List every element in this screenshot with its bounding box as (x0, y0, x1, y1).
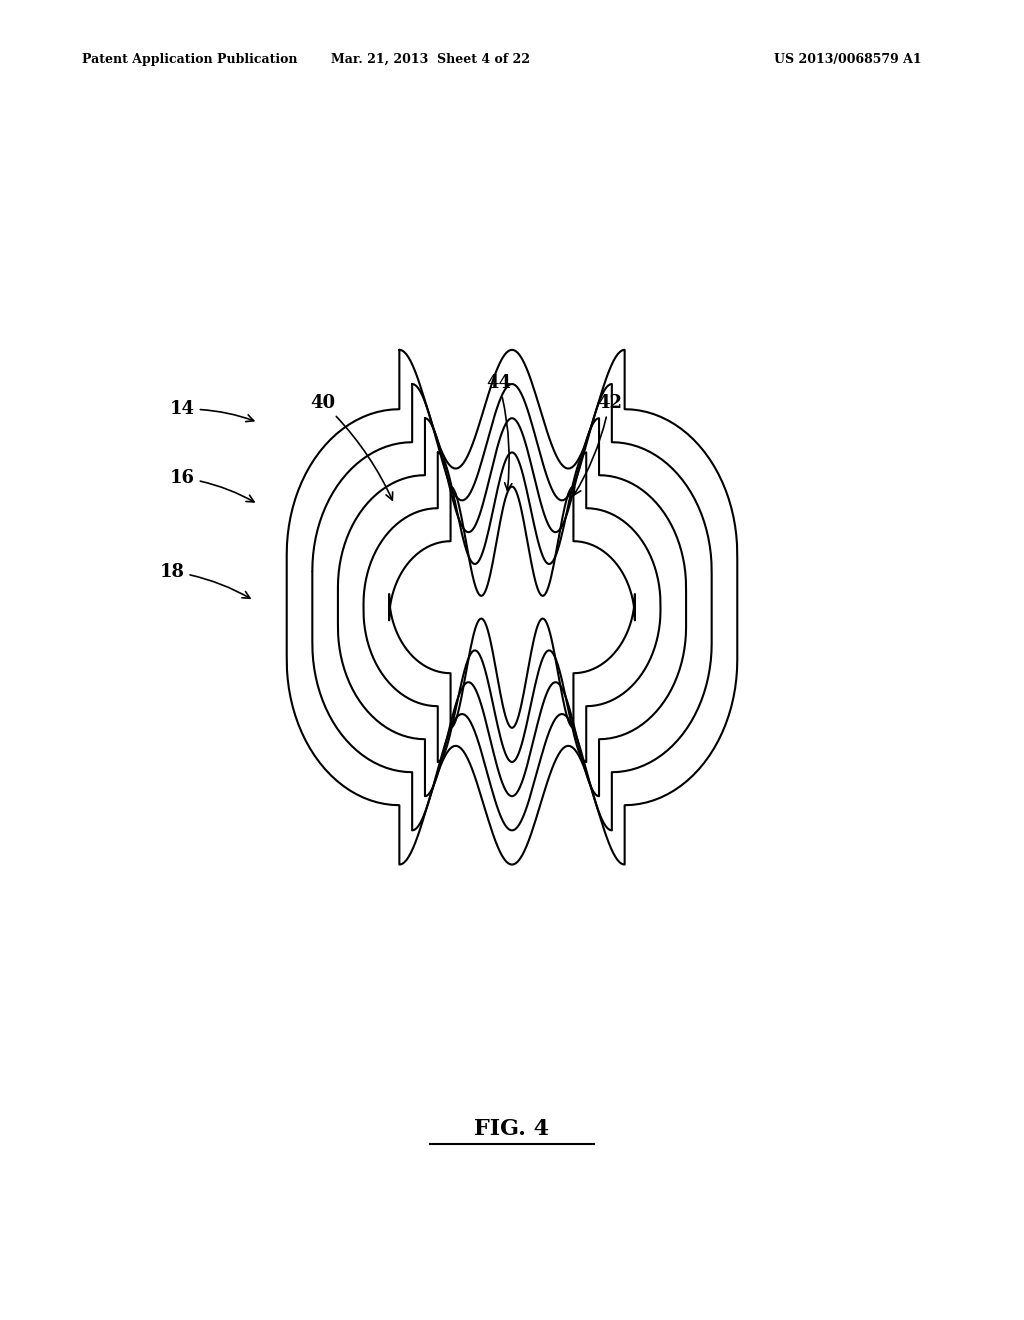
Text: 44: 44 (486, 374, 512, 491)
Text: 18: 18 (160, 562, 250, 598)
Text: Mar. 21, 2013  Sheet 4 of 22: Mar. 21, 2013 Sheet 4 of 22 (331, 53, 529, 66)
Text: US 2013/0068579 A1: US 2013/0068579 A1 (774, 53, 922, 66)
Text: FIG. 4: FIG. 4 (474, 1118, 550, 1139)
Text: Patent Application Publication: Patent Application Publication (82, 53, 297, 66)
Text: 40: 40 (310, 393, 392, 500)
Text: 16: 16 (170, 469, 254, 502)
Text: 14: 14 (170, 400, 254, 421)
Text: 42: 42 (573, 393, 622, 495)
